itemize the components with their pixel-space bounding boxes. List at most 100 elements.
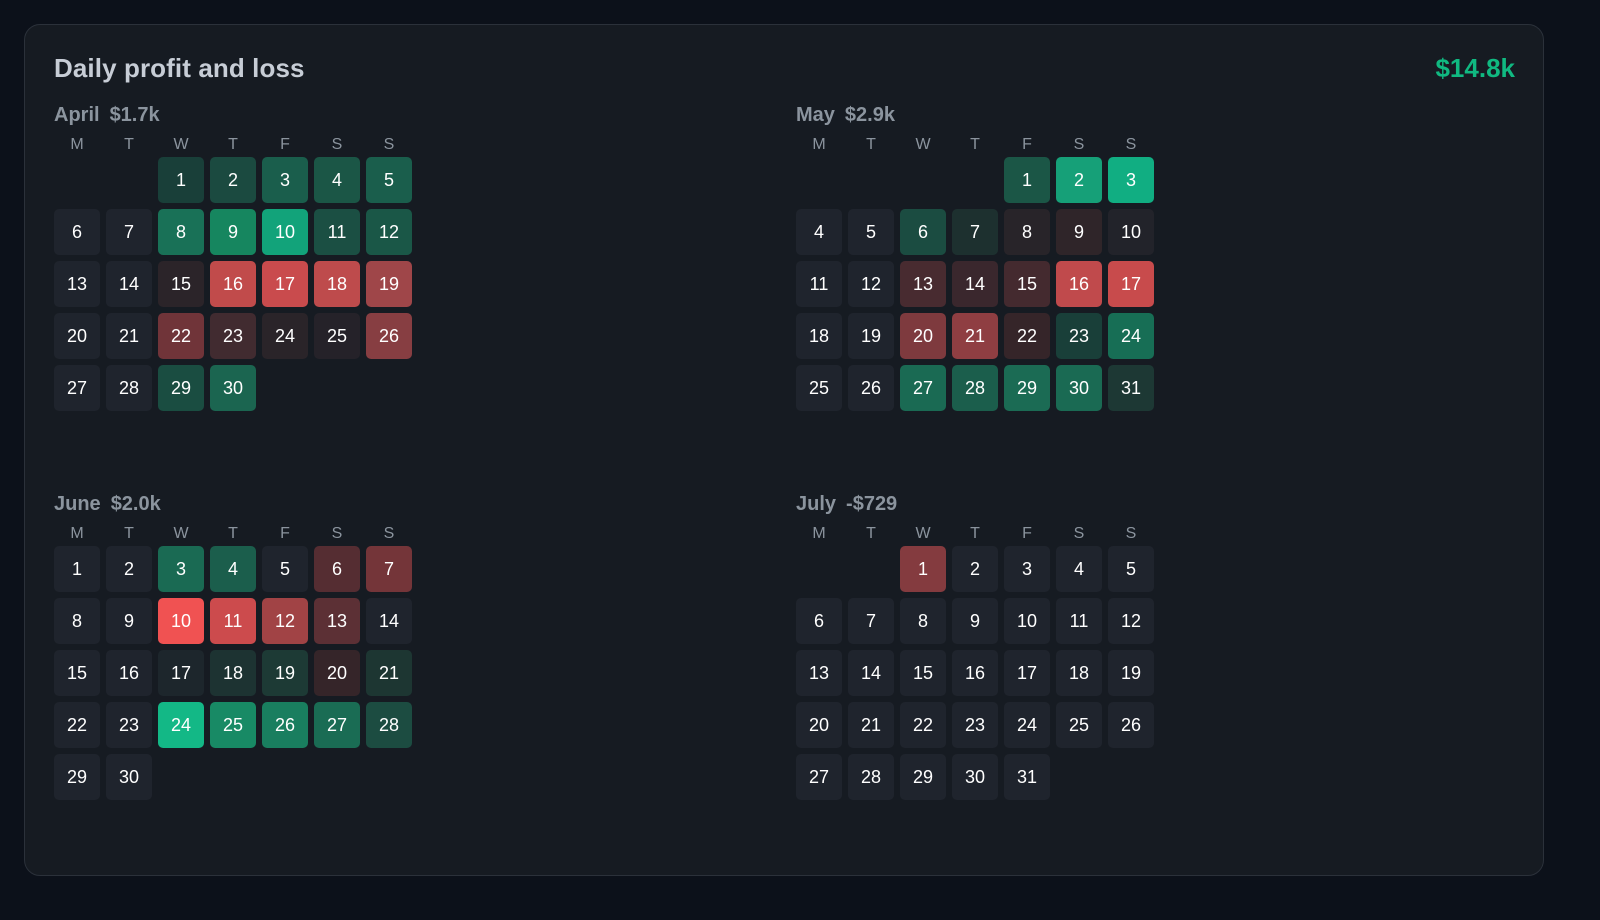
day-cell[interactable]: 2 — [1056, 157, 1102, 203]
day-cell[interactable]: 19 — [262, 650, 308, 696]
day-cell[interactable]: 20 — [54, 313, 100, 359]
day-cell[interactable]: 3 — [262, 157, 308, 203]
day-cell[interactable]: 26 — [1108, 702, 1154, 748]
day-cell[interactable]: 1 — [1004, 157, 1050, 203]
day-cell[interactable]: 27 — [54, 365, 100, 411]
day-cell[interactable]: 16 — [106, 650, 152, 696]
day-cell[interactable]: 30 — [106, 754, 152, 800]
day-cell[interactable]: 15 — [1004, 261, 1050, 307]
day-cell[interactable]: 10 — [1004, 598, 1050, 644]
day-cell[interactable]: 10 — [1108, 209, 1154, 255]
day-cell[interactable]: 18 — [796, 313, 842, 359]
day-cell[interactable]: 22 — [900, 702, 946, 748]
day-cell[interactable]: 16 — [1056, 261, 1102, 307]
day-cell[interactable]: 13 — [314, 598, 360, 644]
day-cell[interactable]: 25 — [210, 702, 256, 748]
day-cell[interactable]: 11 — [1056, 598, 1102, 644]
day-cell[interactable]: 21 — [952, 313, 998, 359]
day-cell[interactable]: 16 — [952, 650, 998, 696]
day-cell[interactable]: 25 — [1056, 702, 1102, 748]
day-cell[interactable]: 18 — [1056, 650, 1102, 696]
day-cell[interactable]: 5 — [262, 546, 308, 592]
day-cell[interactable]: 24 — [1004, 702, 1050, 748]
day-cell[interactable]: 9 — [952, 598, 998, 644]
day-cell[interactable]: 8 — [1004, 209, 1050, 255]
day-cell[interactable]: 20 — [900, 313, 946, 359]
day-cell[interactable]: 2 — [106, 546, 152, 592]
day-cell[interactable]: 3 — [1004, 546, 1050, 592]
day-cell[interactable]: 8 — [900, 598, 946, 644]
day-cell[interactable]: 13 — [54, 261, 100, 307]
day-cell[interactable]: 1 — [54, 546, 100, 592]
day-cell[interactable]: 21 — [106, 313, 152, 359]
day-cell[interactable]: 22 — [158, 313, 204, 359]
day-cell[interactable]: 4 — [314, 157, 360, 203]
day-cell[interactable]: 14 — [848, 650, 894, 696]
day-cell[interactable]: 27 — [314, 702, 360, 748]
day-cell[interactable]: 25 — [796, 365, 842, 411]
day-cell[interactable]: 23 — [106, 702, 152, 748]
day-cell[interactable]: 6 — [314, 546, 360, 592]
day-cell[interactable]: 5 — [1108, 546, 1154, 592]
day-cell[interactable]: 29 — [1004, 365, 1050, 411]
day-cell[interactable]: 8 — [158, 209, 204, 255]
day-cell[interactable]: 5 — [848, 209, 894, 255]
day-cell[interactable]: 28 — [848, 754, 894, 800]
day-cell[interactable]: 27 — [900, 365, 946, 411]
day-cell[interactable]: 31 — [1108, 365, 1154, 411]
day-cell[interactable]: 4 — [796, 209, 842, 255]
day-cell[interactable]: 10 — [262, 209, 308, 255]
day-cell[interactable]: 24 — [262, 313, 308, 359]
day-cell[interactable]: 14 — [952, 261, 998, 307]
day-cell[interactable]: 30 — [210, 365, 256, 411]
day-cell[interactable]: 11 — [796, 261, 842, 307]
day-cell[interactable]: 23 — [952, 702, 998, 748]
day-cell[interactable]: 19 — [366, 261, 412, 307]
day-cell[interactable]: 20 — [314, 650, 360, 696]
day-cell[interactable]: 12 — [848, 261, 894, 307]
day-cell[interactable]: 2 — [210, 157, 256, 203]
day-cell[interactable]: 29 — [158, 365, 204, 411]
day-cell[interactable]: 27 — [796, 754, 842, 800]
day-cell[interactable]: 19 — [1108, 650, 1154, 696]
day-cell[interactable]: 24 — [1108, 313, 1154, 359]
day-cell[interactable]: 13 — [900, 261, 946, 307]
day-cell[interactable]: 22 — [1004, 313, 1050, 359]
day-cell[interactable]: 7 — [848, 598, 894, 644]
day-cell[interactable]: 13 — [796, 650, 842, 696]
day-cell[interactable]: 30 — [1056, 365, 1102, 411]
day-cell[interactable]: 28 — [106, 365, 152, 411]
day-cell[interactable]: 21 — [366, 650, 412, 696]
day-cell[interactable]: 30 — [952, 754, 998, 800]
day-cell[interactable]: 5 — [366, 157, 412, 203]
day-cell[interactable]: 19 — [848, 313, 894, 359]
day-cell[interactable]: 1 — [158, 157, 204, 203]
day-cell[interactable]: 23 — [210, 313, 256, 359]
day-cell[interactable]: 7 — [366, 546, 412, 592]
day-cell[interactable]: 26 — [366, 313, 412, 359]
day-cell[interactable]: 24 — [158, 702, 204, 748]
day-cell[interactable]: 11 — [314, 209, 360, 255]
day-cell[interactable]: 11 — [210, 598, 256, 644]
day-cell[interactable]: 3 — [1108, 157, 1154, 203]
day-cell[interactable]: 26 — [262, 702, 308, 748]
day-cell[interactable]: 16 — [210, 261, 256, 307]
day-cell[interactable]: 15 — [158, 261, 204, 307]
day-cell[interactable]: 17 — [1108, 261, 1154, 307]
day-cell[interactable]: 17 — [262, 261, 308, 307]
day-cell[interactable]: 18 — [314, 261, 360, 307]
day-cell[interactable]: 6 — [54, 209, 100, 255]
day-cell[interactable]: 2 — [952, 546, 998, 592]
day-cell[interactable]: 9 — [106, 598, 152, 644]
day-cell[interactable]: 9 — [1056, 209, 1102, 255]
day-cell[interactable]: 23 — [1056, 313, 1102, 359]
day-cell[interactable]: 8 — [54, 598, 100, 644]
day-cell[interactable]: 21 — [848, 702, 894, 748]
day-cell[interactable]: 29 — [900, 754, 946, 800]
day-cell[interactable]: 3 — [158, 546, 204, 592]
day-cell[interactable]: 28 — [952, 365, 998, 411]
day-cell[interactable]: 6 — [900, 209, 946, 255]
day-cell[interactable]: 14 — [106, 261, 152, 307]
day-cell[interactable]: 12 — [262, 598, 308, 644]
day-cell[interactable]: 25 — [314, 313, 360, 359]
